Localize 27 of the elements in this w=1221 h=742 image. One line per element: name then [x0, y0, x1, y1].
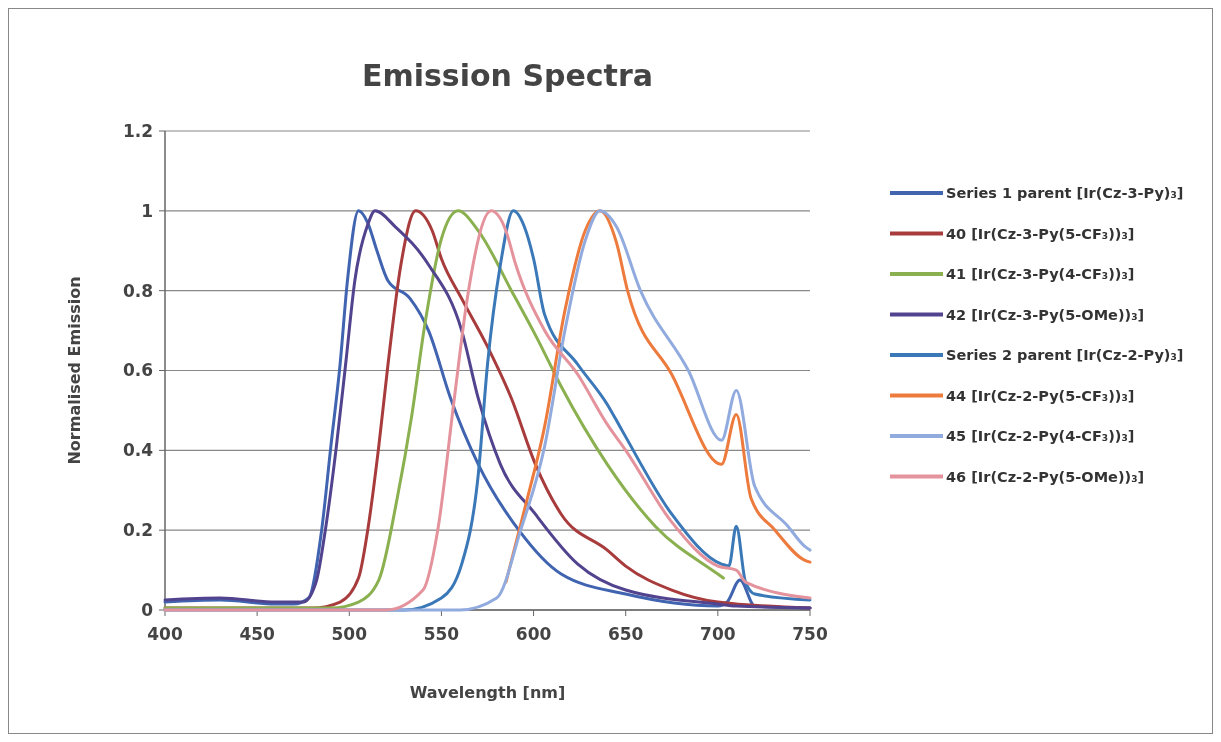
x-axis-title: Wavelength [nm]	[409, 683, 566, 702]
x-tick-label: 450	[239, 624, 276, 644]
x-tick-label: 400	[147, 624, 183, 644]
legend-label: 44 [Ir(Cz-2-Py(5-CF₃))₃]	[946, 387, 1135, 404]
y-tick-label: 0.4	[122, 440, 154, 461]
legend-label: 41 [Ir(Cz-3-Py(4-CF₃))₃]	[946, 266, 1135, 283]
legend-label: 40 [Ir(Cz-3-Py(5-CF₃))₃]	[946, 225, 1135, 242]
legend-label: Series 2 parent [Ir(Cz-2-Py)₃]	[946, 347, 1184, 364]
legend-label: Series 1 parent [Ir(Cz-3-Py)₃]	[946, 185, 1184, 202]
legend-label: 45 [Ir(Cz-2-Py(4-CF₃))₃]	[946, 428, 1135, 445]
y-axis-title: Normalised Emission	[65, 276, 84, 465]
legend-label: 46 [Ir(Cz-2-Py(5-OMe))₃]	[946, 468, 1145, 485]
y-tick-label: 0.2	[122, 520, 153, 541]
x-tick-label: 700	[700, 624, 736, 644]
chart-title: Emission Spectra	[361, 58, 654, 93]
x-tick-label: 600	[515, 624, 552, 644]
y-tick-label: 1.2	[122, 120, 153, 141]
x-tick-label: 650	[607, 624, 644, 644]
y-tick-label: 0.6	[122, 360, 153, 381]
x-tick-label: 550	[423, 624, 460, 644]
line-series	[504, 209, 812, 584]
legend-label: 42 [Ir(Cz-3-Py(5-OMe))₃]	[946, 306, 1145, 323]
x-tick-label: 750	[792, 624, 828, 644]
y-tick-label: 1	[141, 200, 153, 221]
y-tick-label: 0.8	[122, 280, 153, 301]
x-tick-label: 500	[331, 624, 368, 644]
y-tick-label: 0	[141, 599, 154, 620]
